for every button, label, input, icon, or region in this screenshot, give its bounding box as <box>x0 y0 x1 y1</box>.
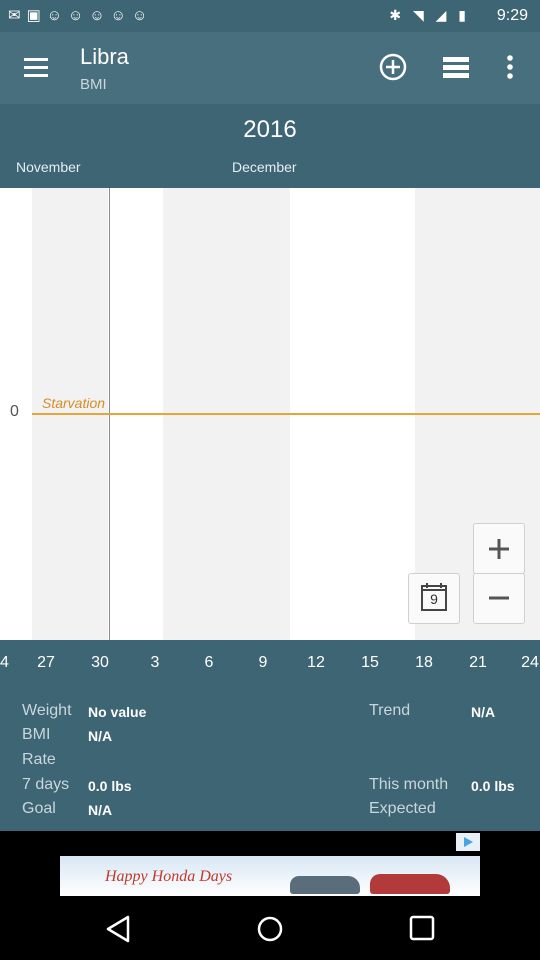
seven-days-value: 0.0 lbs <box>88 778 132 794</box>
ad-image[interactable]: Happy Honda Days <box>60 856 480 896</box>
x-tick: 6 <box>204 654 214 671</box>
x-tick: 12 <box>307 654 325 671</box>
app-title: Libra <box>80 44 129 69</box>
starvation-label: Starvation <box>42 395 106 411</box>
expected-label: Expected <box>369 800 436 817</box>
weight-label: Weight <box>22 702 72 719</box>
home-icon[interactable] <box>255 914 285 944</box>
zoom-out-button[interactable] <box>473 573 525 624</box>
navigation-bar <box>0 896 540 960</box>
car-shape <box>370 874 450 894</box>
x-tick: 15 <box>361 654 379 671</box>
car-shape <box>290 876 360 894</box>
notification-icons: ✉▣☺☺☺☺☺ <box>8 7 154 24</box>
x-tick: 9 <box>258 654 268 671</box>
ad-banner[interactable]: Happy Honda Days <box>0 831 540 896</box>
date-header: 2016 November December <box>0 104 540 188</box>
ad-choices-icon[interactable] <box>456 833 480 851</box>
app-bar: Libra BMI <box>0 32 540 104</box>
year-label: 2016 <box>243 116 297 143</box>
goal-label: Goal <box>22 800 56 817</box>
menu-icon[interactable] <box>22 56 50 80</box>
calendar-icon <box>421 583 447 611</box>
x-tick: 21 <box>469 654 487 671</box>
minus-icon <box>489 596 509 600</box>
more-vert-icon[interactable] <box>502 54 518 80</box>
ad-text: Happy Honda Days <box>105 868 233 885</box>
x-tick: 24 <box>521 654 539 671</box>
plus-icon <box>489 539 509 559</box>
x-tick: 18 <box>415 654 433 671</box>
goal-value: N/A <box>88 802 113 818</box>
add-circle-icon[interactable] <box>378 52 408 82</box>
weight-value: No value <box>88 704 147 720</box>
bmi-value: N/A <box>88 728 113 744</box>
this-month-value: 0.0 lbs <box>471 778 515 794</box>
seven-days-label: 7 days <box>22 776 70 793</box>
x-tick: 3 <box>150 654 160 671</box>
app-subtitle: BMI <box>80 76 107 93</box>
month-label-december: December <box>232 159 297 175</box>
calendar-button[interactable]: 9 <box>408 573 460 624</box>
calendar-day: 9 <box>430 591 438 607</box>
x-tick: 30 <box>91 654 109 671</box>
trend-value: N/A <box>471 704 496 720</box>
bmi-label: BMI <box>22 726 51 743</box>
status-time: 9:29 <box>496 7 528 24</box>
month-label-november: November <box>16 159 81 175</box>
recents-icon[interactable] <box>408 914 436 942</box>
rate-label: Rate <box>22 751 56 768</box>
starvation-line <box>32 413 540 415</box>
chart-area[interactable]: Starvation 0 9 <box>0 188 540 640</box>
stats-panel: Weight No value BMI N/A Rate 7 days 0.0 … <box>0 686 540 831</box>
x-tick: 27 <box>37 654 55 671</box>
x-tick: 24 <box>0 654 9 671</box>
back-icon[interactable] <box>104 914 134 944</box>
list-icon[interactable] <box>442 54 470 80</box>
status-bar: ✉▣☺☺☺☺☺ ✱ ◥ ◢ ▮ 9:29 <box>0 0 540 32</box>
this-month-label: This month <box>369 776 449 793</box>
y-axis-label: 0 <box>10 403 19 420</box>
system-icons: ✱ ◥ ◢ ▮ <box>389 7 470 23</box>
zoom-in-button[interactable] <box>473 523 525 574</box>
trend-label: Trend <box>369 702 411 719</box>
x-axis: 24 27 30 3 6 9 12 15 18 21 24 <box>0 640 540 686</box>
